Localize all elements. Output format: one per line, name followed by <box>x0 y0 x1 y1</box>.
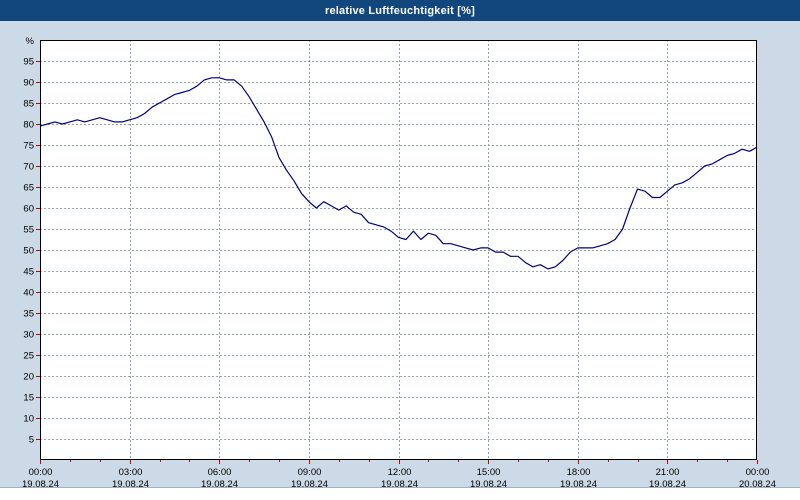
y-tick-label: 30 <box>23 330 34 341</box>
status-bar <box>0 487 800 500</box>
humidity-line-chart: 5 10 15 20 25 30 35 40 45 50 55 60 65 70 75 80 85 90 95% 00… <box>22 36 776 488</box>
x-tick-time-label: 09:00 <box>298 467 322 478</box>
y-tick-label: 70 <box>23 162 34 173</box>
x-tick-date-label: 20.08.24 <box>739 479 776 488</box>
y-tick-label: 35 <box>23 309 34 320</box>
x-tick-date-label: 19.08.24 <box>560 479 597 488</box>
y-tick-label: 50 <box>23 246 34 257</box>
chart-area: 5 10 15 20 25 30 35 40 45 50 55 60 65 70 75 80 85 90 95% 00… <box>0 21 800 488</box>
y-tick-label: 75 <box>23 141 34 152</box>
x-tick-time-label: 00:00 <box>746 467 770 478</box>
y-tick-label: 15 <box>23 393 34 404</box>
y-tick-label: 5 <box>29 435 34 446</box>
x-tick-date-label: 19.08.24 <box>112 479 149 488</box>
y-tick-label: 85 <box>23 99 34 110</box>
x-tick-date-label: 19.08.24 <box>381 479 418 488</box>
y-tick-label: 20 <box>23 372 34 383</box>
chart-title-bar: relative Luftfeuchtigkeit [%] <box>0 0 800 21</box>
y-tick-label: 65 <box>23 183 34 194</box>
x-tick-time-label: 15:00 <box>477 467 501 478</box>
x-tick-date-label: 19.08.24 <box>291 479 328 488</box>
y-tick-label: 95 <box>23 57 34 68</box>
humidity-series-line <box>39 77 758 270</box>
y-tick-label: 90 <box>23 78 34 89</box>
y-tick-label: 55 <box>23 225 34 236</box>
x-tick-time-label: 06:00 <box>208 467 232 478</box>
x-tick-time-label: 21:00 <box>656 467 680 478</box>
y-tick-label: 10 <box>23 414 34 425</box>
x-tick-time-label: 18:00 <box>567 467 591 478</box>
y-tick-label: 25 <box>23 351 34 362</box>
y-axis-unit-label: % <box>26 36 35 47</box>
y-tick-label: 80 <box>23 120 34 131</box>
x-tick-date-label: 19.08.24 <box>22 479 59 488</box>
x-tick-date-label: 19.08.24 <box>649 479 686 488</box>
chart-title: relative Luftfeuchtigkeit [%] <box>324 4 476 17</box>
x-tick-time-label: 00:00 <box>29 467 53 478</box>
x-tick-date-label: 19.08.24 <box>470 479 507 488</box>
plot-border <box>40 40 757 460</box>
x-tick-date-label: 19.08.24 <box>201 479 238 488</box>
y-tick-label: 60 <box>23 204 34 215</box>
y-tick-label: 45 <box>23 267 34 278</box>
x-tick-time-label: 03:00 <box>119 467 143 478</box>
y-tick-label: 40 <box>23 288 34 299</box>
x-tick-time-label: 12:00 <box>388 467 412 478</box>
